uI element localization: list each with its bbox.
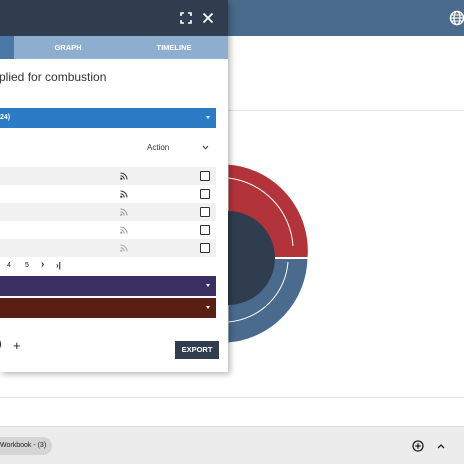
section-divider	[0, 397, 464, 398]
section-divider	[0, 110, 464, 111]
row-checkbox[interactable]	[200, 171, 210, 181]
table-row[interactable]	[0, 221, 216, 239]
maroon-select[interactable]	[0, 298, 216, 318]
rss-icon[interactable]	[120, 226, 128, 234]
row-checkbox[interactable]	[200, 189, 210, 199]
globe-icon[interactable]	[449, 10, 464, 26]
rss-icon[interactable]	[120, 172, 128, 180]
tab-timeline[interactable]: TIMELINE	[156, 43, 192, 52]
table-row[interactable]	[0, 167, 216, 185]
blue-select[interactable]: 24)	[0, 108, 216, 128]
workbook-bar: Workbook - (3)	[0, 426, 464, 464]
chevron-down-icon	[206, 284, 210, 287]
chevron-up-icon[interactable]	[435, 440, 447, 452]
close-icon[interactable]	[201, 11, 215, 25]
rss-icon[interactable]	[120, 244, 128, 252]
blue-select-label: 24)	[0, 114, 11, 121]
row-checkbox[interactable]	[200, 225, 210, 235]
panel-header	[0, 0, 228, 36]
add-button[interactable]: +	[13, 338, 21, 353]
page-5-link[interactable]: 5	[25, 262, 29, 269]
rss-icon[interactable]	[120, 190, 128, 198]
tab-graph[interactable]: GRAPH	[54, 43, 82, 52]
rss-icon[interactable]	[120, 208, 128, 216]
expand-icon[interactable]	[179, 11, 193, 25]
panel-title: plied for combustion	[0, 70, 107, 84]
next-page-button[interactable]: ›	[41, 259, 45, 270]
last-page-button[interactable]: ›|	[56, 261, 61, 270]
page-4-link[interactable]: 4	[7, 262, 11, 269]
purple-select[interactable]	[0, 276, 216, 296]
action-menu-label[interactable]: Action	[147, 143, 170, 152]
table-row[interactable]	[0, 239, 216, 257]
export-button[interactable]: EXPORT	[175, 341, 219, 359]
donut-ring-divider	[227, 177, 294, 323]
table-row[interactable]	[0, 203, 216, 221]
chevron-down-icon[interactable]	[202, 145, 209, 150]
paren-fragment: )	[0, 338, 2, 350]
table-row[interactable]	[0, 185, 216, 203]
workbook-chip[interactable]: Workbook - (3)	[0, 437, 53, 455]
panel-tabs: GRAPH TIMELINE	[0, 36, 228, 59]
row-checkbox[interactable]	[200, 207, 210, 217]
detail-panel: GRAPH TIMELINE plied for combustion 24) …	[0, 0, 228, 372]
add-circle-icon[interactable]	[412, 440, 424, 452]
tab-active-indicator[interactable]	[0, 36, 14, 59]
chevron-down-icon	[206, 116, 210, 119]
row-checkbox[interactable]	[200, 243, 210, 253]
chevron-down-icon	[206, 306, 210, 309]
